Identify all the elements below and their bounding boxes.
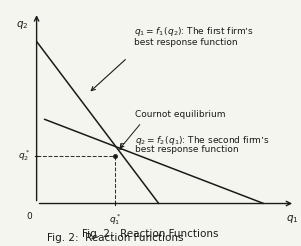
Text: $q_2^*$: $q_2^*$ [18,148,30,163]
Text: $q_2$: $q_2$ [16,19,29,31]
Text: $q_1=f_1\,(q_2)$: The first firm’s: $q_1=f_1\,(q_2)$: The first firm’s [134,25,254,38]
Text: E: E [119,143,125,152]
Text: Fig. 2:  Reaction Functions: Fig. 2: Reaction Functions [47,233,183,244]
Text: 0: 0 [26,212,32,221]
Text: $q_1$: $q_1$ [286,213,298,225]
Text: $q_2=f_2\,(q_1)$: The second firm’s: $q_2=f_2\,(q_1)$: The second firm’s [135,134,270,147]
Text: $q_1^*$: $q_1^*$ [109,213,121,227]
Text: best response function: best response function [134,38,237,47]
Text: best response function: best response function [135,145,239,154]
Text: Fig. 2:  Reaction Functions: Fig. 2: Reaction Functions [82,229,219,239]
Text: Cournot equilibrium: Cournot equilibrium [135,110,226,119]
